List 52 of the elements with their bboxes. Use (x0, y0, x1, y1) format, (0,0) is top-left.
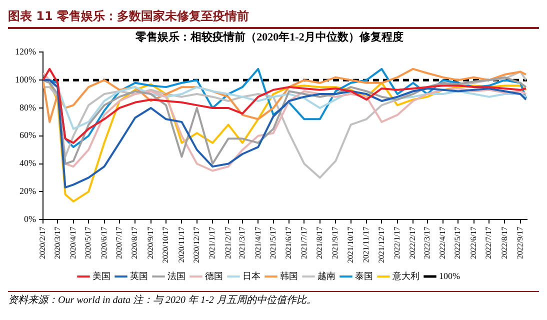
x-tick-label: 2020/4/17 (68, 226, 78, 260)
legend-label: 英国 (130, 270, 148, 281)
x-tick-label: 2022/1/17 (392, 226, 402, 260)
y-tick-label: 120% (14, 46, 36, 57)
x-tick-label: 2022/7/17 (484, 226, 494, 260)
y-tick-label: 40% (19, 158, 36, 168)
x-tick-label: 2020/2/17 (38, 226, 48, 260)
legend-label: 越南 (318, 270, 336, 281)
legend-label: 美国 (92, 270, 110, 281)
text: 资料来源：Our world in data 注：与 2020 年 1-2 月五周的中位值作比。 (8, 291, 539, 307)
y-tick-label: 100% (14, 74, 36, 84)
y-tick-label: 20% (19, 186, 36, 196)
x-tick-label: 2020/9/17 (146, 226, 155, 260)
x-tick-label: 2021/11/17 (362, 226, 371, 263)
x-tick-label: 2020/6/17 (99, 226, 108, 260)
legend-label: 德国 (205, 270, 223, 281)
x-tick-label: 2021/6/17 (284, 226, 294, 260)
legend-label: 韩国 (280, 270, 298, 281)
x-tick-label: 2022/2/17 (408, 226, 418, 260)
x-tick-label: 2021/1/17 (208, 226, 217, 260)
chart-title: 图表 11 零售娱乐：多数国家未修复至疫情前 (8, 8, 539, 29)
x-tick-label: 2022/4/17 (438, 226, 448, 260)
y-tick-label: 60% (19, 130, 36, 140)
x-tick-label: 2021/4/17 (253, 226, 262, 260)
x-tick-label: 2022/5/17 (453, 226, 462, 260)
x-tick-label: 2020/7/17 (114, 226, 124, 260)
x-tick-label: 2020/5/17 (84, 226, 93, 260)
x-tick-label: 2020/8/17 (130, 226, 140, 260)
y-tick-label: 80% (19, 102, 36, 112)
x-tick-label: 2021/12/17 (376, 226, 386, 264)
x-tick-label: 2020/3/17 (52, 226, 62, 260)
x-tick-label: 2021/9/17 (330, 226, 340, 260)
chart-subtitle: 零售娱乐：相较疫情前（2020年1-2月中位数）修复程度 (134, 30, 404, 44)
legend-label: 100% (439, 270, 460, 281)
x-tick-label: 2020/11/17 (176, 226, 186, 263)
y-tick-label: 0% (24, 214, 36, 224)
x-tick-label: 2022/8/17 (500, 226, 509, 260)
x-tick-label: 2022/6/17 (468, 226, 478, 260)
legend-label: 泰国 (355, 270, 373, 281)
x-tick-label: 2021/3/17 (238, 226, 247, 260)
x-tick-label: 2021/2/17 (223, 226, 232, 260)
x-tick-label: 2021/8/17 (315, 226, 324, 260)
x-tick-label: 2021/5/17 (268, 226, 278, 260)
x-tick-label: 2022/3/17 (422, 226, 432, 260)
x-tick-label: 2021/7/17 (299, 226, 308, 260)
legend-label: 日本 (242, 270, 260, 281)
x-tick-label: 2021/10/17 (346, 226, 355, 264)
x-tick-label: 2020/12/17 (192, 226, 201, 264)
x-tick-label: 2020/10/17 (161, 226, 170, 264)
legend-label: 法国 (168, 270, 186, 281)
legend-label: 意大利 (392, 270, 420, 281)
x-tick-label: 2022/9/17 (516, 226, 525, 260)
